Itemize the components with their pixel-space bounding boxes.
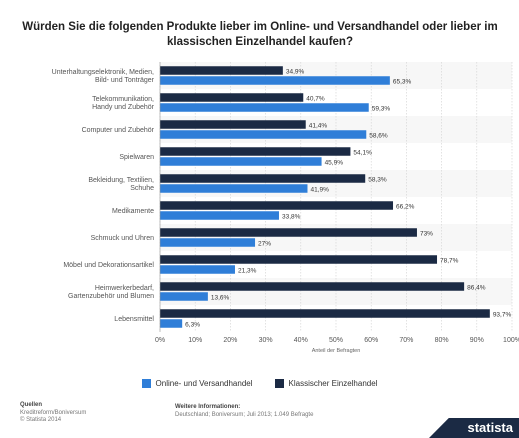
data-label-online: 41,9% [310,186,329,193]
data-label-classic: 73% [420,230,433,237]
bar-online [160,238,256,247]
data-label-online: 65,3% [393,78,412,85]
bar-online [160,157,322,166]
bar-online [160,103,369,112]
legend-swatch-online [141,379,151,388]
data-label-classic: 66,2% [396,203,415,210]
bar-classic [160,255,438,264]
x-tick-label: 20% [223,337,237,344]
bar-classic [160,282,465,291]
bar-online [160,76,390,85]
statista-logo[interactable]: statista [429,418,519,438]
category-label: Telekommunikation, Handy und Zubehör [92,96,155,111]
data-label-online: 45,9% [325,159,344,166]
bar-online [160,319,183,328]
bar-online [160,265,235,274]
x-tick-label: 70% [399,337,413,344]
bar-classic [160,120,306,129]
data-label-online: 21,3% [238,267,257,274]
data-label-classic: 78,7% [440,257,459,264]
bar-classic [160,201,394,210]
category-label: Möbel und Dekorationsartikel [63,262,154,269]
x-tick-label: 60% [364,337,378,344]
source-line: Kreditreform/Boniversum [20,409,87,416]
legend-label-online: Online- und Versandhandel [155,379,253,388]
x-tick-label: 30% [259,337,273,344]
bar-classic [160,147,351,156]
x-tick-label: 50% [329,337,343,344]
category-label: Heimwerkerbedarf, Gartenzubehör und Blume… [68,285,154,300]
category-label: Medikamente [112,208,154,215]
info-block: Weitere Informationen: Deutschland; Boni… [175,404,313,419]
data-label-classic: 40,7% [306,95,325,102]
x-tick-label: 80% [435,337,449,344]
data-label-classic: 41,4% [309,122,328,129]
legend-label-classic: Klassischer Einzelhandel [288,379,378,388]
category-label: Lebensmittel [114,316,154,323]
info-heading[interactable]: Weitere Informationen: [175,404,241,410]
bar-online [160,184,308,193]
legend-item-online[interactable]: Online- und Versandhandel [141,379,253,388]
bar-classic [160,228,417,237]
data-label-online: 33,8% [282,213,301,220]
legend-item-classic[interactable]: Klassischer Einzelhandel [274,379,378,388]
bar-online [160,292,208,301]
bar-classic [160,309,490,318]
data-label-online: 27% [258,240,271,247]
data-label-classic: 58,3% [368,176,387,183]
info-text: Deutschland; Boniversum; Juli 2013; 1.04… [175,411,314,418]
category-label: Schmuck und Uhren [91,235,155,242]
bar-online [160,130,367,139]
data-label-online: 6,3% [185,321,200,328]
data-label-classic: 93,7% [493,311,512,318]
sources-block: Quellen Kreditreform/Boniversum © Statis… [20,402,86,425]
legend-swatch-classic [274,379,284,388]
legend: Online- und Versandhandel Klassischer Ei… [0,379,519,388]
data-label-classic: 34,9% [286,68,305,75]
category-label: Unterhaltungselektronik, Medien, Bild- un… [52,69,155,84]
x-tick-label: 40% [294,337,308,344]
category-label: Spielwaren [119,154,154,161]
bar-classic [160,174,366,183]
bar-online [160,211,279,220]
bar-classic [160,66,283,75]
x-axis-label: Anteil der Befragten [312,348,361,354]
x-tick-label: 90% [470,337,484,344]
copyright-line: © Statista 2014 [20,417,62,423]
x-tick-label: 0% [155,337,165,344]
sources-heading: Quellen [20,402,43,408]
x-tick-label: 10% [188,337,202,344]
x-tick-label: 100% [503,337,519,344]
category-label: Computer und Zubehör [82,127,155,134]
data-label-online: 13,6% [211,294,230,301]
data-label-online: 59,3% [372,105,391,112]
data-label-classic: 86,4% [467,284,486,291]
chart-title: Würden Sie die folgenden Produkte lieber… [22,21,498,48]
data-label-online: 58,6% [369,132,388,139]
category-label: Bekleidung, Textilien, Schuhe [88,177,154,192]
data-label-classic: 54,1% [353,149,372,156]
bar-classic [160,93,304,102]
